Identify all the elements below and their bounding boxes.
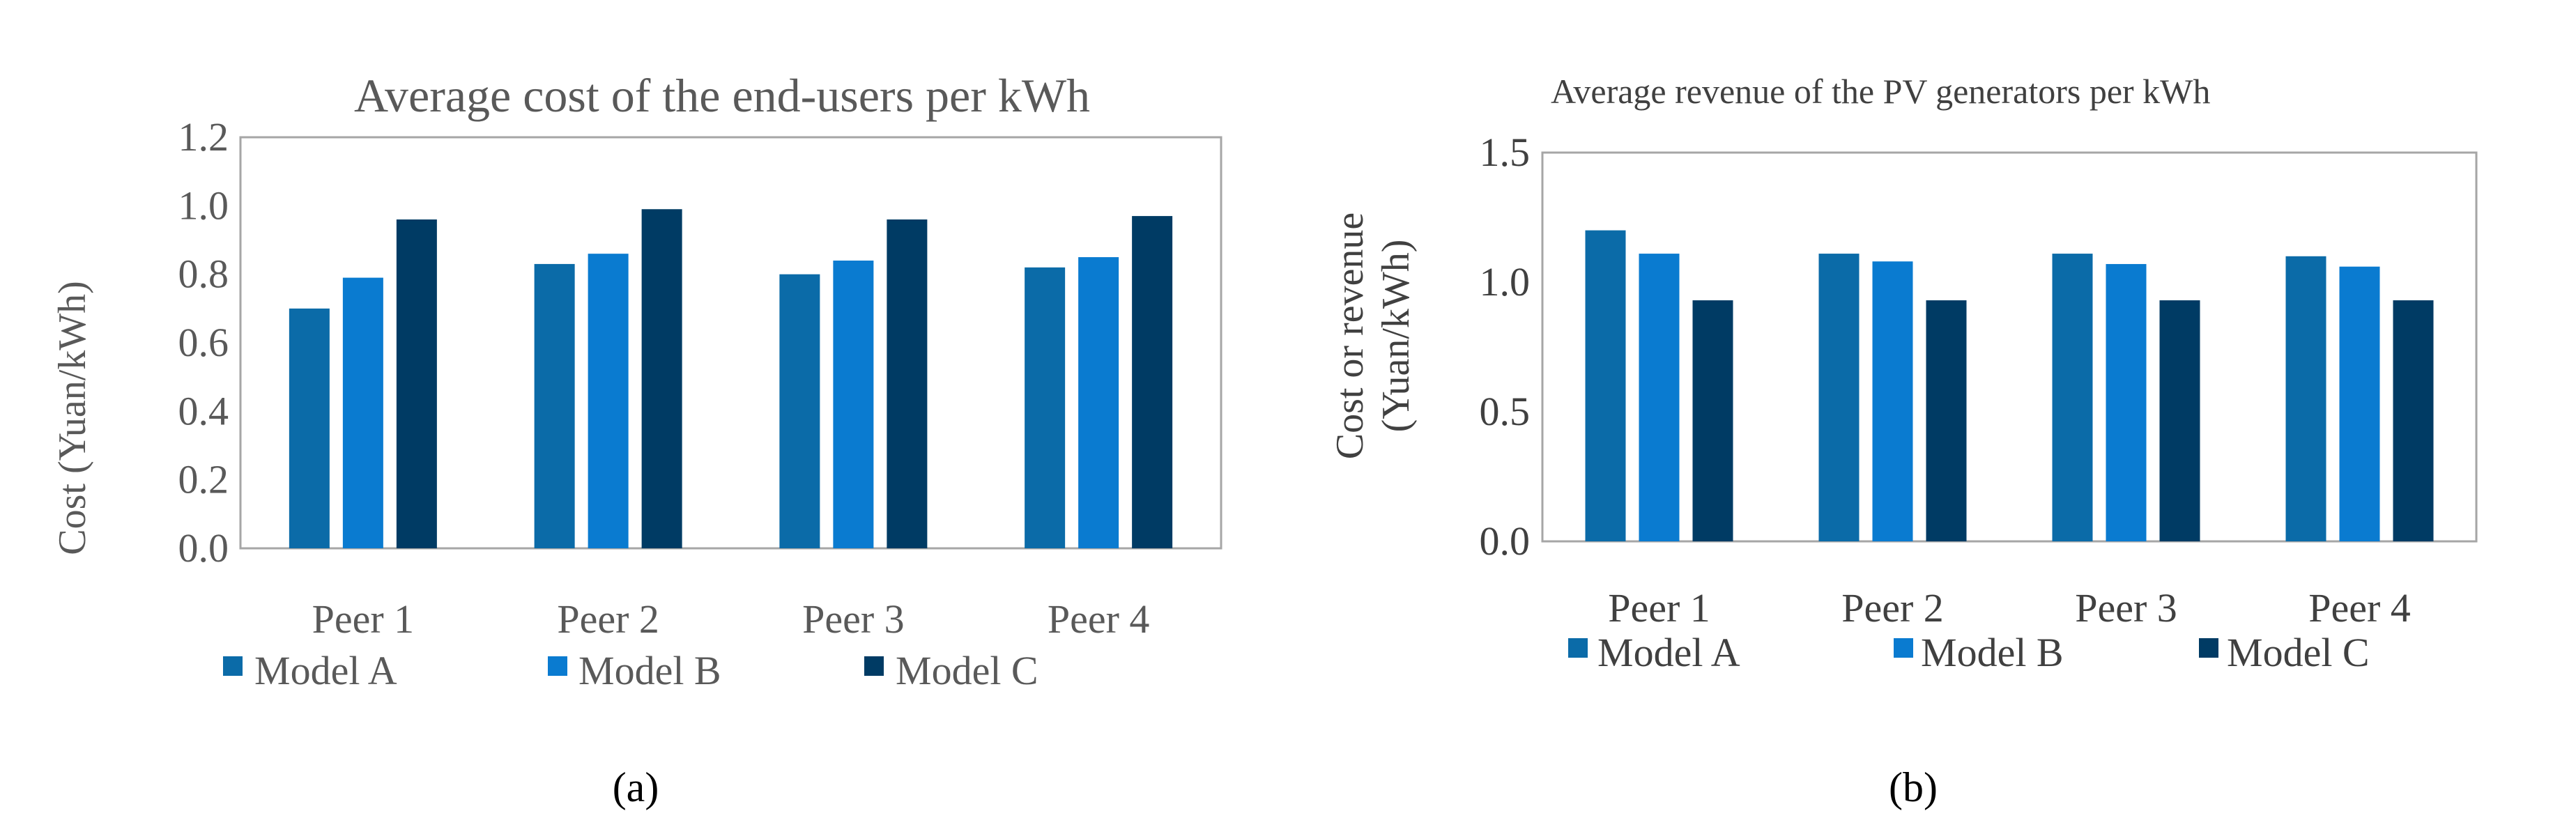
legend-label-model-a: Model A — [1597, 630, 1740, 675]
chart-a-y-tick-label: 0.6 — [178, 320, 229, 365]
panel-label-b: (b) — [1889, 764, 1938, 810]
chart-b-y-axis-label-line-2: (Yuan/kWh) — [1374, 240, 1418, 433]
legend-label-model-c: Model C — [2227, 630, 2370, 675]
bar-model-c-peer-1 — [1692, 300, 1733, 541]
chart-a-y-axis-label: Cost (Yuan/kWh) — [51, 281, 94, 555]
chart-b-y-tick-label: 1.0 — [1480, 259, 1531, 304]
chart-b-x-tick-label: Peer 3 — [2075, 585, 2177, 631]
chart-a-x-tick-label: Peer 3 — [802, 596, 905, 642]
bar-model-a-peer-4 — [2285, 256, 2326, 541]
chart-a: Average cost of the end-users per kWh 0.… — [51, 69, 1222, 693]
chart-a-y-tick-label: 0.8 — [178, 252, 229, 297]
chart-b-x-tick-label: Peer 2 — [1841, 585, 1944, 631]
chart-a-bars — [289, 209, 1173, 548]
chart-b-x-tick-label: Peer 1 — [1608, 585, 1710, 631]
chart-a-plot-frame — [239, 136, 1222, 550]
chart-a-legend: Model A Model B Model C — [223, 648, 1038, 693]
chart-b: Average revenue of the PV generators per… — [1328, 72, 2478, 675]
chart-a-x-tick-label: Peer 4 — [1048, 596, 1150, 642]
bar-model-a-peer-2 — [534, 263, 575, 548]
legend-swatch-model-c — [2199, 638, 2218, 658]
bar-model-a-peer-2 — [1818, 254, 1860, 541]
legend-label-model-b: Model B — [1921, 630, 2064, 675]
legend-label-model-c: Model C — [896, 648, 1038, 693]
chart-a-y-tick-label: 0.2 — [178, 457, 229, 502]
chart-b-legend: Model A Model B Model C — [1568, 630, 2370, 675]
bar-model-c-peer-4 — [1132, 216, 1173, 548]
bar-model-c-peer-3 — [887, 219, 928, 548]
chart-b-x-tick-label: Peer 4 — [2308, 585, 2411, 631]
bar-model-b-peer-2 — [588, 254, 629, 548]
chart-a-y-tick-label: 0.0 — [178, 525, 229, 571]
chart-a-y-tick-labels: 0.0 0.2 0.4 0.6 0.8 1.0 1.2 — [178, 114, 229, 571]
bar-model-b-peer-4 — [2339, 266, 2380, 541]
legend-label-model-a: Model A — [254, 648, 397, 693]
bar-model-b-peer-1 — [342, 277, 383, 548]
legend-label-model-b: Model B — [578, 648, 721, 693]
bar-model-a-peer-3 — [779, 274, 820, 548]
legend-swatch-model-a — [1568, 638, 1588, 658]
chart-b-y-axis-label-line-1: Cost or revenue — [1328, 212, 1372, 460]
chart-a-x-tick-labels: Peer 1 Peer 2 Peer 3 Peer 4 — [312, 596, 1150, 642]
chart-b-y-tick-label: 1.5 — [1480, 130, 1531, 175]
chart-b-y-tick-label: 0.0 — [1480, 518, 1531, 564]
bar-model-a-peer-4 — [1025, 267, 1066, 548]
bar-model-b-peer-3 — [833, 261, 874, 548]
chart-b-y-tick-label: 0.5 — [1480, 389, 1531, 434]
chart-b-bars — [1585, 230, 2434, 541]
panel-label-a: (a) — [613, 764, 659, 810]
bar-model-c-peer-1 — [396, 219, 437, 548]
bar-model-b-peer-4 — [1078, 257, 1119, 548]
bar-model-c-peer-2 — [641, 209, 682, 548]
legend-swatch-model-b — [1894, 638, 1913, 658]
legend-swatch-model-c — [864, 656, 884, 676]
chart-a-x-tick-label: Peer 1 — [312, 596, 415, 642]
chart-b-x-tick-labels: Peer 1 Peer 2 Peer 3 Peer 4 — [1608, 585, 2411, 631]
chart-b-title: Average revenue of the PV generators per… — [1551, 72, 2210, 111]
bar-model-c-peer-3 — [2159, 300, 2200, 541]
bar-model-c-peer-4 — [2393, 300, 2434, 541]
bar-model-a-peer-3 — [2052, 254, 2093, 541]
chart-a-y-tick-label: 0.4 — [178, 388, 229, 433]
chart-b-y-tick-labels: 0.0 0.5 1.0 1.5 — [1480, 130, 1531, 564]
chart-a-y-tick-label: 1.2 — [178, 114, 229, 160]
bar-model-a-peer-1 — [289, 308, 330, 548]
bar-model-b-peer-2 — [1872, 261, 1913, 541]
chart-a-x-tick-label: Peer 2 — [557, 596, 659, 642]
bar-model-c-peer-2 — [1926, 300, 1967, 541]
bar-model-b-peer-1 — [1639, 254, 1680, 541]
chart-a-title: Average cost of the end-users per kWh — [354, 69, 1090, 122]
bar-model-b-peer-3 — [2106, 263, 2147, 541]
bar-model-a-peer-1 — [1585, 230, 1626, 541]
legend-swatch-model-a — [223, 656, 243, 676]
legend-swatch-model-b — [548, 656, 567, 676]
chart-a-y-tick-label: 1.0 — [178, 183, 229, 228]
chart-b-plot-frame — [1541, 151, 2478, 543]
